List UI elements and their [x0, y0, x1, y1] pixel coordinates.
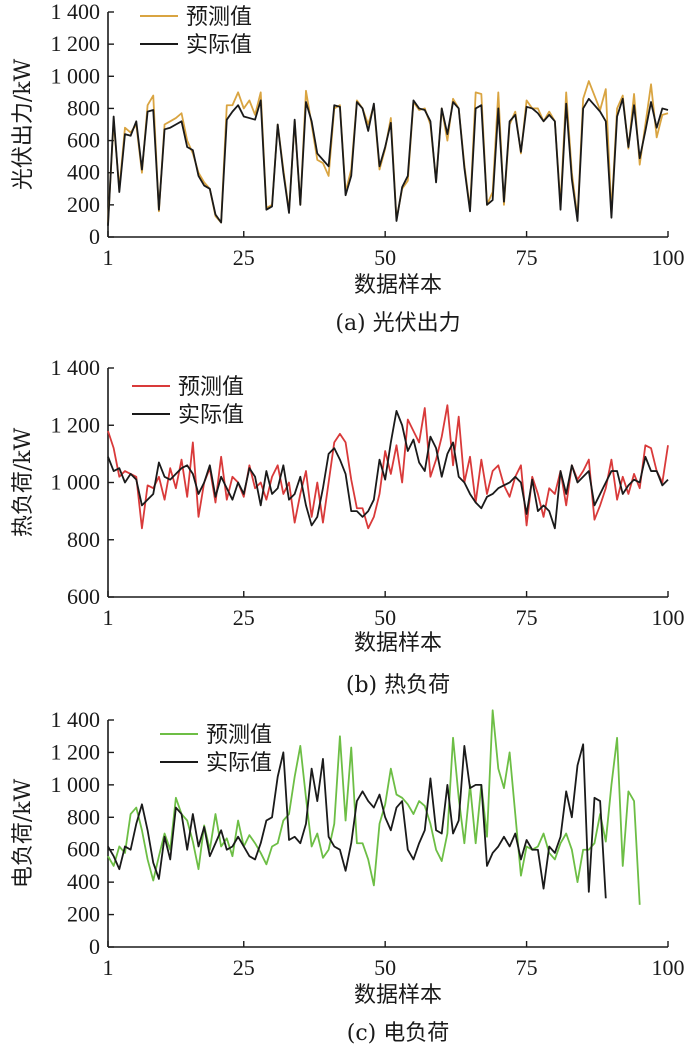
- legend-label: 实际值: [178, 403, 244, 428]
- x-tick-label: 25: [233, 245, 255, 270]
- chart-panel-3: 0 200 400 600 800 1 000 1 200 1 400 1 25 50 75 100 电负…: [11, 707, 685, 1046]
- y-axis-label: 电负荷/kW: [11, 778, 36, 888]
- chart-panel-1: 0 200 400 600 800 1 000 1 200 1 400 1 25 50 75 100 光伏…: [11, 0, 685, 336]
- x-axis-label: 数据样本: [354, 983, 442, 1008]
- y-tick-label: 600: [67, 837, 100, 862]
- y-tick-label: 400: [67, 869, 100, 894]
- y-tick-label: 0: [89, 934, 100, 959]
- x-tick-label: 25: [233, 605, 255, 630]
- y-tick-label: 800: [67, 527, 100, 552]
- series-line-actual: [107, 743, 607, 899]
- series-line-actual: [107, 410, 669, 530]
- x-tick-label: 75: [516, 245, 538, 270]
- legend-label: 实际值: [206, 751, 272, 776]
- series-line-predicted: [107, 709, 641, 905]
- series-line-actual: [107, 97, 669, 226]
- y-tick-label: 1 000: [51, 63, 101, 88]
- x-tick-label: 50: [374, 955, 396, 980]
- chart-panel-2: 600 800 1 000 1 200 1 400 1 25 50 75 100 热负荷/kW 数据样…: [11, 355, 685, 698]
- y-tick-label: 0: [89, 224, 100, 249]
- x-tick-label: 25: [233, 955, 255, 980]
- y-tick-label: 1 200: [51, 412, 101, 437]
- x-axis-label: 数据样本: [354, 631, 442, 656]
- y-tick-label: 1 400: [51, 707, 101, 732]
- series-line-predicted: [107, 80, 669, 224]
- x-tick-label: 50: [374, 245, 396, 270]
- y-axis-label: 热负荷/kW: [11, 427, 36, 537]
- x-tick-label: 1: [103, 955, 114, 980]
- y-tick-label: 1 000: [51, 772, 101, 797]
- x-tick-label: 75: [516, 955, 538, 980]
- panel-caption: (c) 电负荷: [347, 1021, 449, 1046]
- legend-label: 预测值: [206, 723, 272, 748]
- x-axis-label: 数据样本: [354, 273, 442, 298]
- x-tick-label: 100: [652, 605, 685, 630]
- x-tick-label: 50: [374, 605, 396, 630]
- y-axis-label: 光伏出力/kW: [11, 58, 36, 190]
- y-tick-label: 800: [67, 95, 100, 120]
- legend-label: 预测值: [178, 375, 244, 400]
- legend-label: 预测值: [186, 5, 252, 30]
- x-tick-label: 1: [103, 245, 114, 270]
- y-tick-label: 400: [67, 160, 100, 185]
- y-tick-label: 200: [67, 192, 100, 217]
- panel-caption: (b) 热负荷: [346, 673, 450, 698]
- y-tick-label: 1 200: [51, 739, 101, 764]
- x-tick-label: 100: [652, 245, 685, 270]
- y-tick-label: 200: [67, 902, 100, 927]
- y-tick-label: 800: [67, 804, 100, 829]
- y-tick-label: 600: [67, 584, 100, 609]
- legend-label: 实际值: [186, 33, 252, 58]
- x-tick-label: 75: [516, 605, 538, 630]
- panel-caption: (a) 光伏出力: [335, 311, 460, 336]
- y-tick-label: 600: [67, 128, 100, 153]
- x-tick-label: 1: [103, 605, 114, 630]
- y-tick-label: 1 400: [51, 355, 101, 380]
- x-tick-label: 100: [652, 955, 685, 980]
- y-tick-label: 1 200: [51, 31, 101, 56]
- y-tick-label: 1 400: [51, 0, 101, 24]
- y-tick-label: 1 000: [51, 470, 101, 495]
